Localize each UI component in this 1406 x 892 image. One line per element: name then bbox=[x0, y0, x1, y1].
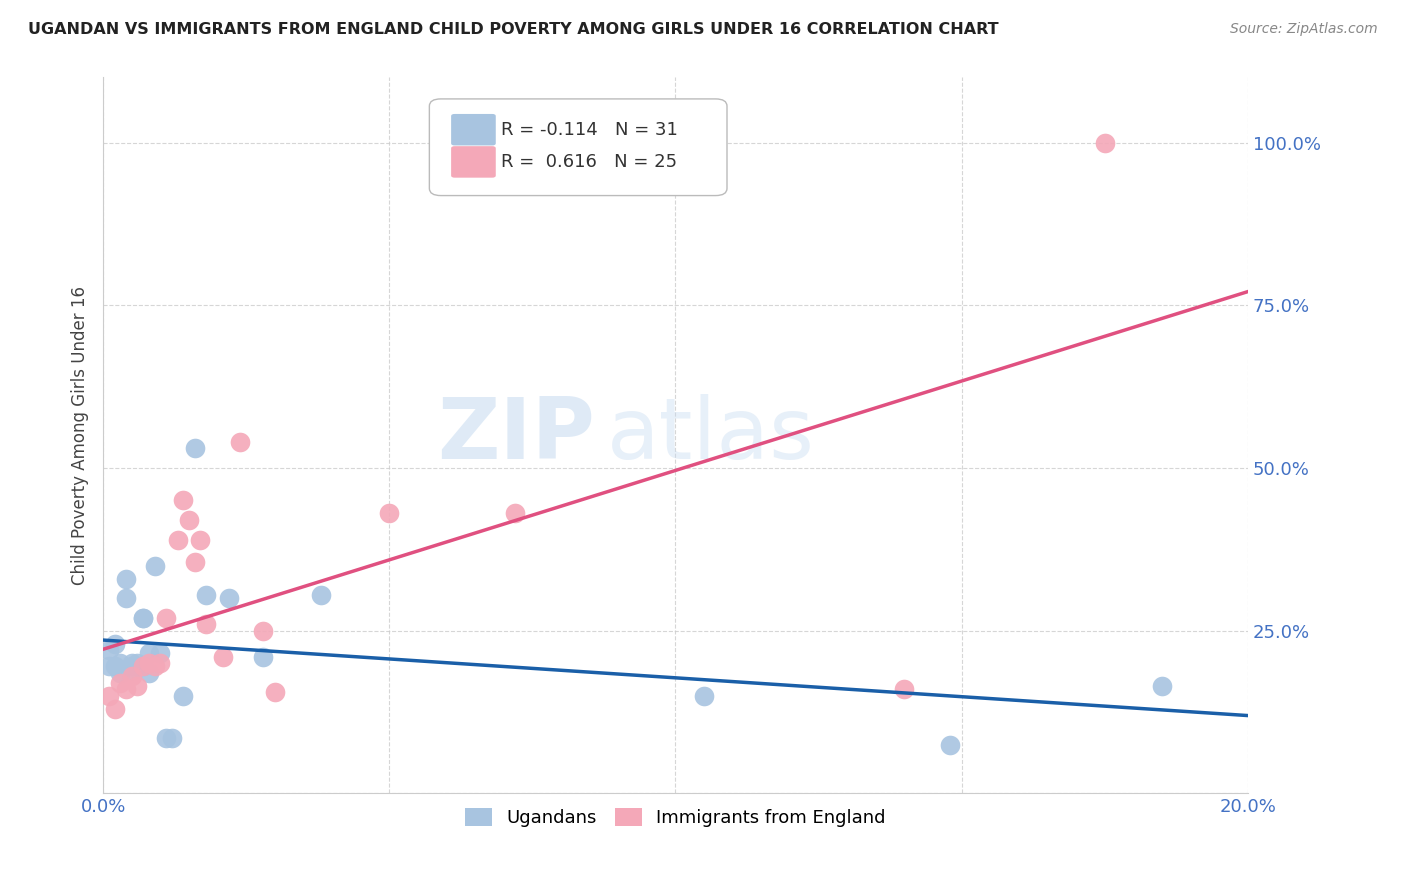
Point bbox=[127, 659, 149, 673]
Legend: Ugandans, Immigrants from England: Ugandans, Immigrants from England bbox=[458, 801, 893, 834]
Point bbox=[309, 588, 332, 602]
Point bbox=[143, 558, 166, 573]
Point bbox=[127, 679, 149, 693]
Point bbox=[183, 555, 205, 569]
Point bbox=[138, 665, 160, 680]
Point bbox=[115, 682, 138, 697]
Text: ZIP: ZIP bbox=[437, 394, 595, 477]
Point bbox=[177, 513, 200, 527]
Point bbox=[103, 637, 125, 651]
Text: Source: ZipAtlas.com: Source: ZipAtlas.com bbox=[1230, 22, 1378, 37]
FancyBboxPatch shape bbox=[429, 99, 727, 195]
Point bbox=[110, 656, 132, 670]
Y-axis label: Child Poverty Among Girls Under 16: Child Poverty Among Girls Under 16 bbox=[72, 286, 89, 585]
Point bbox=[149, 647, 172, 661]
Point bbox=[229, 434, 252, 449]
Point bbox=[160, 731, 183, 745]
Point bbox=[195, 588, 218, 602]
Point bbox=[172, 689, 194, 703]
Point bbox=[252, 649, 274, 664]
Point bbox=[212, 649, 235, 664]
Point bbox=[693, 689, 716, 703]
Point bbox=[155, 610, 177, 624]
Point bbox=[121, 669, 143, 683]
Point bbox=[121, 656, 143, 670]
Point bbox=[155, 731, 177, 745]
Text: R = -0.114   N = 31: R = -0.114 N = 31 bbox=[502, 120, 678, 138]
Point bbox=[1150, 679, 1173, 693]
Text: atlas: atlas bbox=[607, 394, 815, 477]
Point bbox=[115, 591, 138, 606]
Point bbox=[97, 659, 120, 673]
Point bbox=[1094, 136, 1116, 150]
Point bbox=[97, 643, 120, 657]
Point bbox=[97, 689, 120, 703]
FancyBboxPatch shape bbox=[451, 114, 496, 145]
Point bbox=[172, 493, 194, 508]
Point bbox=[138, 656, 160, 670]
Point bbox=[143, 659, 166, 673]
Point bbox=[252, 624, 274, 638]
Point bbox=[149, 656, 172, 670]
Point bbox=[121, 663, 143, 677]
Point bbox=[127, 656, 149, 670]
Point bbox=[166, 533, 188, 547]
Point bbox=[893, 682, 915, 697]
Point bbox=[138, 647, 160, 661]
Point bbox=[132, 610, 155, 624]
Point bbox=[939, 738, 962, 752]
FancyBboxPatch shape bbox=[451, 146, 496, 178]
Point bbox=[190, 533, 212, 547]
Point bbox=[132, 659, 155, 673]
Point bbox=[378, 507, 401, 521]
Point bbox=[103, 659, 125, 673]
Point bbox=[183, 442, 205, 456]
Point bbox=[132, 610, 155, 624]
Text: R =  0.616   N = 25: R = 0.616 N = 25 bbox=[502, 153, 678, 171]
Point bbox=[103, 702, 125, 716]
Point bbox=[115, 572, 138, 586]
Point bbox=[218, 591, 240, 606]
Text: UGANDAN VS IMMIGRANTS FROM ENGLAND CHILD POVERTY AMONG GIRLS UNDER 16 CORRELATIO: UGANDAN VS IMMIGRANTS FROM ENGLAND CHILD… bbox=[28, 22, 998, 37]
Point bbox=[121, 659, 143, 673]
Point bbox=[132, 659, 155, 673]
Point bbox=[195, 617, 218, 632]
Point bbox=[503, 507, 526, 521]
Point bbox=[110, 675, 132, 690]
Point bbox=[263, 685, 285, 699]
Point bbox=[110, 665, 132, 680]
